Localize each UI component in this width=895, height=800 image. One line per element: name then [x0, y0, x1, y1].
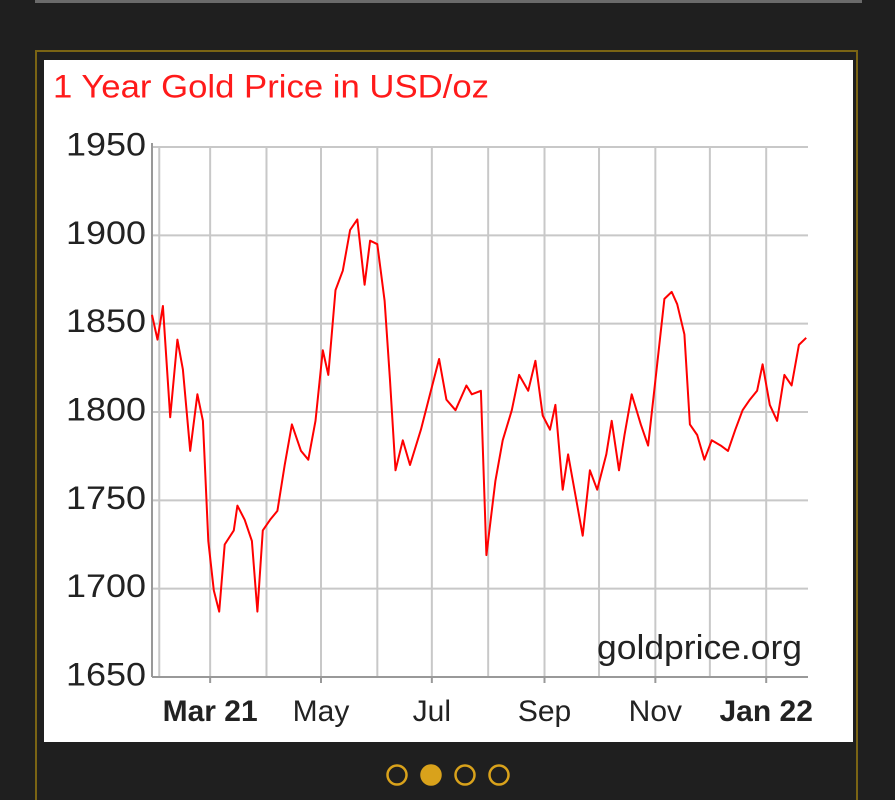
x-tick-label: May	[293, 695, 350, 728]
y-tick-label: 1950	[66, 126, 146, 162]
carousel-dot[interactable]	[454, 764, 476, 786]
top-bar	[35, 0, 862, 3]
x-tick-label: Jul	[413, 695, 451, 728]
x-tick-label: Mar 21	[163, 695, 258, 728]
widget-frame	[35, 50, 858, 800]
y-tick-label: 1650	[66, 656, 146, 692]
y-tick-label: 1850	[66, 303, 146, 339]
y-tick-label: 1900	[66, 215, 146, 251]
price-line	[151, 218, 807, 613]
y-tick-label: 1750	[66, 480, 146, 516]
x-tick-label: Jan 22	[720, 695, 813, 728]
carousel-dot[interactable]	[488, 764, 510, 786]
x-tick-label: Sep	[518, 695, 571, 728]
y-tick-label: 1800	[66, 391, 146, 427]
carousel-dot[interactable]	[386, 764, 408, 786]
chart-title: 1 Year Gold Price in USD/oz	[53, 68, 489, 104]
watermark: goldprice.org	[597, 629, 802, 667]
carousel-dot-active[interactable]	[420, 764, 442, 786]
y-tick-label: 1700	[66, 568, 146, 604]
x-tick-label: Nov	[629, 695, 682, 728]
